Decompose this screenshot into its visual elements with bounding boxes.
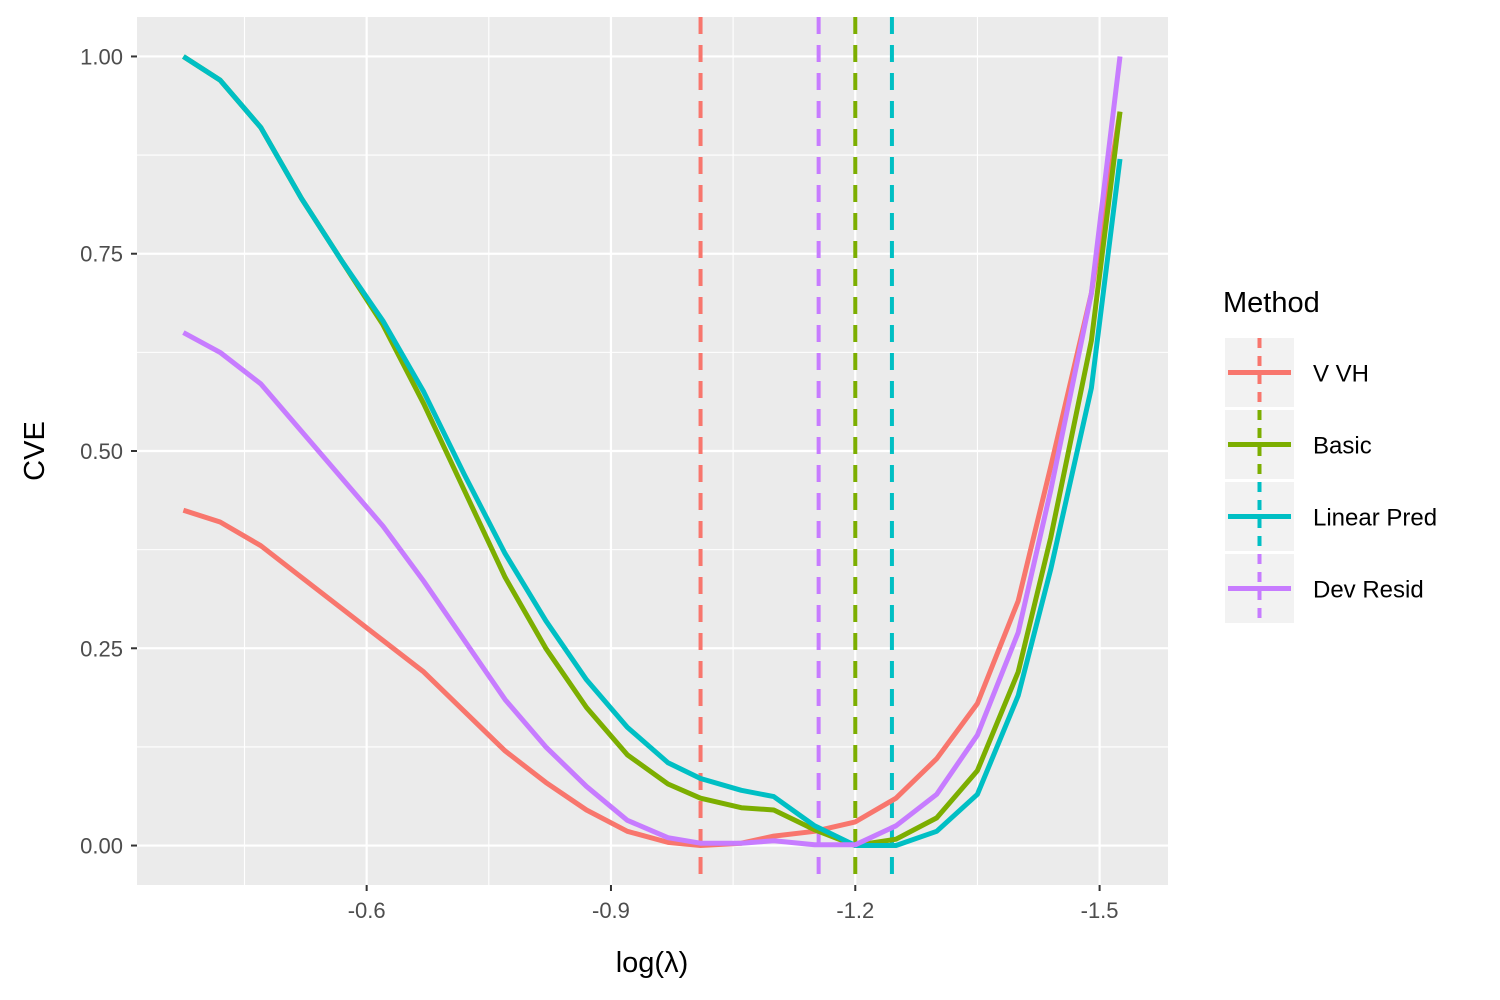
y-tick-label: 1.00 [80, 44, 123, 69]
y-tick-label: 0.75 [80, 242, 123, 267]
x-tick-label: -1.5 [1081, 898, 1119, 923]
legend-label-basic: Basic [1313, 433, 1372, 460]
legend: Method V VH Basic Linear Pred Dev Resid [1223, 287, 1437, 623]
y-tick-label: 0.00 [80, 834, 123, 859]
legend-label-v-vh: V VH [1313, 361, 1369, 388]
legend-label-dev-resid: Dev Resid [1313, 577, 1424, 604]
x-axis-ticks: -0.6 -0.9 -1.2 -1.5 [348, 885, 1119, 923]
y-tick-label: 0.50 [80, 439, 123, 464]
legend-label-linear-pred: Linear Pred [1313, 505, 1437, 532]
series-line-dev-resid [182, 56, 1123, 848]
y-axis-title: CVE [19, 421, 51, 481]
series-lines [182, 54, 1123, 848]
series-line-v-vh [182, 111, 1123, 848]
series-line-linear-pred [182, 54, 1123, 848]
x-axis-title: log(λ) [616, 947, 689, 979]
x-tick-label: -0.6 [348, 898, 386, 923]
optimal-lambda-lines [698, 17, 894, 885]
x-tick-label: -0.9 [592, 898, 630, 923]
legend-title: Method [1223, 287, 1320, 319]
y-axis-ticks: 0.00 0.25 0.50 0.75 1.00 [80, 44, 137, 859]
x-tick-label: -1.2 [836, 898, 874, 923]
y-tick-label: 0.25 [80, 636, 123, 661]
